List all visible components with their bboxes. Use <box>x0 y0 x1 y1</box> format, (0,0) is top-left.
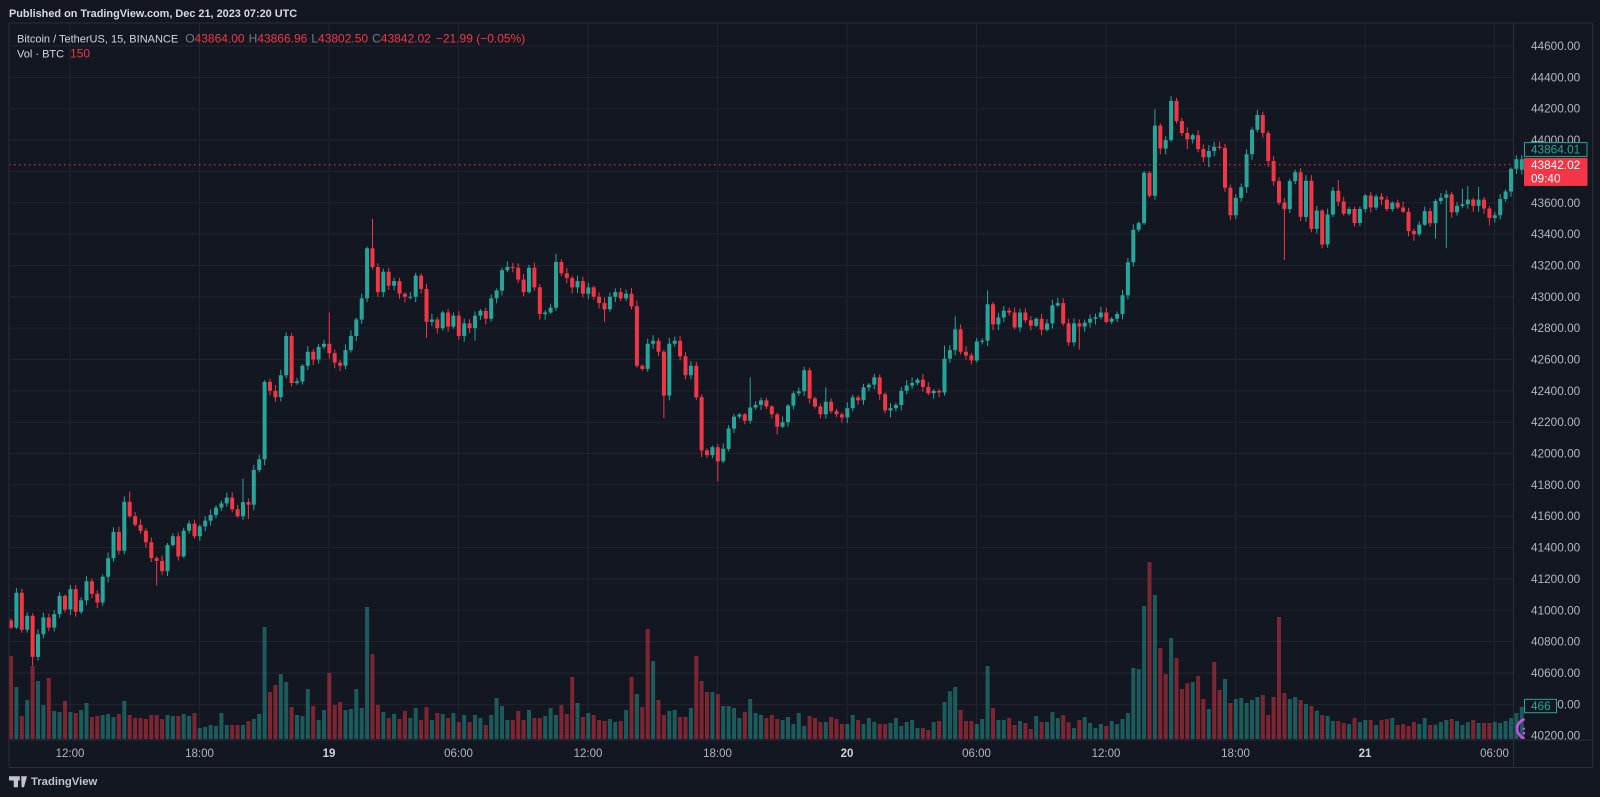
svg-text:21: 21 <box>1359 748 1372 760</box>
svg-text:42200.00: 42200.00 <box>1531 415 1581 429</box>
svg-text:42400.00: 42400.00 <box>1531 384 1581 398</box>
svg-text:20: 20 <box>841 748 854 760</box>
svg-text:41200.00: 41200.00 <box>1531 572 1581 586</box>
svg-text:41600.00: 41600.00 <box>1531 509 1581 523</box>
svg-text:44400.00: 44400.00 <box>1531 70 1581 84</box>
svg-text:12:00: 12:00 <box>1092 748 1121 760</box>
svg-text:42000.00: 42000.00 <box>1531 447 1581 461</box>
svg-text:06:00: 06:00 <box>962 748 991 760</box>
svg-text:41400.00: 41400.00 <box>1531 541 1581 555</box>
svg-text:18:00: 18:00 <box>703 748 732 760</box>
svg-text:41000.00: 41000.00 <box>1531 603 1581 617</box>
svg-text:06:00: 06:00 <box>1480 748 1509 760</box>
svg-text:43400.00: 43400.00 <box>1531 227 1581 241</box>
svg-text:19: 19 <box>323 748 336 760</box>
svg-text:40600.00: 40600.00 <box>1531 666 1581 680</box>
svg-text:43200.00: 43200.00 <box>1531 259 1581 273</box>
svg-text:09:40: 09:40 <box>1531 171 1561 185</box>
svg-text:41800.00: 41800.00 <box>1531 478 1581 492</box>
svg-text:43000.00: 43000.00 <box>1531 290 1581 304</box>
svg-text:18:00: 18:00 <box>185 748 214 760</box>
svg-text:12:00: 12:00 <box>574 748 603 760</box>
svg-text:44600.00: 44600.00 <box>1531 39 1581 53</box>
svg-text:42800.00: 42800.00 <box>1531 321 1581 335</box>
svg-text:40200.00: 40200.00 <box>1531 729 1581 743</box>
svg-text:06:00: 06:00 <box>444 748 473 760</box>
svg-text:43842.02: 43842.02 <box>1531 158 1580 172</box>
svg-text:43864.01: 43864.01 <box>1531 142 1580 156</box>
svg-text:466: 466 <box>1531 699 1551 713</box>
svg-text:44200.00: 44200.00 <box>1531 102 1581 116</box>
svg-text:43600.00: 43600.00 <box>1531 196 1581 210</box>
svg-text:42600.00: 42600.00 <box>1531 353 1581 367</box>
svg-text:40800.00: 40800.00 <box>1531 635 1581 649</box>
svg-text:Bitcoin / TetherUS, 15, BINANC: Bitcoin / TetherUS, 15, BINANCE O43864.00… <box>17 32 525 46</box>
svg-text:12:00: 12:00 <box>56 748 85 760</box>
svg-text:Published on TradingView.com,: Published on TradingView.com, Dec 21, 20… <box>9 8 297 20</box>
svg-text:18:00: 18:00 <box>1221 748 1250 760</box>
svg-text:TradingView: TradingView <box>31 776 98 788</box>
